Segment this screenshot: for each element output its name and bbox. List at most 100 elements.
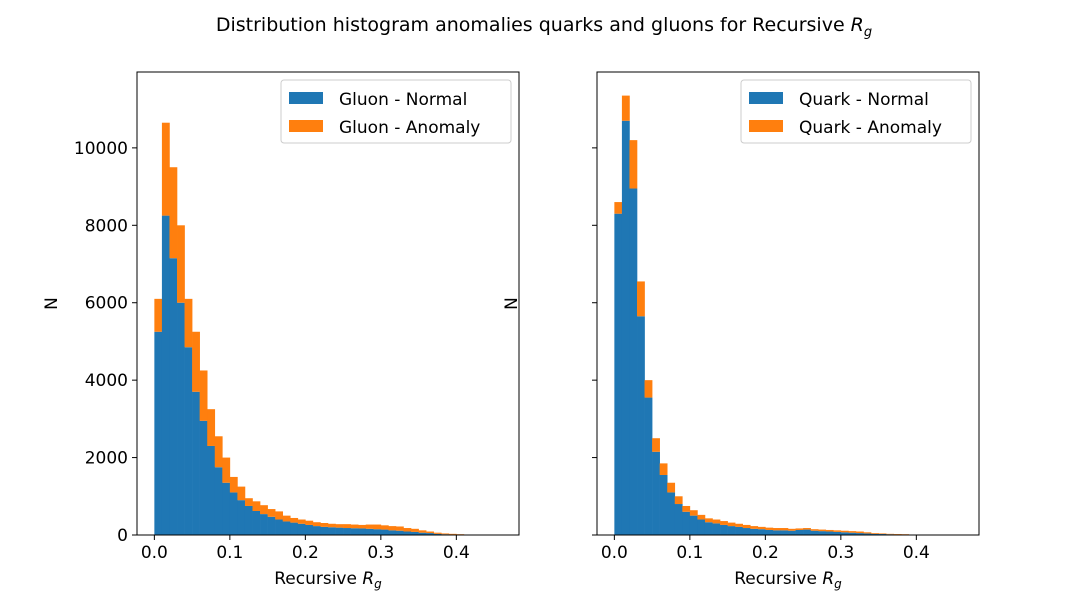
histogram-bar-anomaly <box>697 514 706 520</box>
histogram-bar-anomaly <box>169 167 178 259</box>
x-tick-label: 0.0 <box>601 543 628 563</box>
histogram-bar-normal <box>214 467 223 535</box>
histogram-bar-anomaly <box>629 140 638 189</box>
histogram-bar-normal <box>848 532 857 535</box>
histogram-bar-normal <box>667 492 676 535</box>
legend-label: Gluon - Normal <box>339 90 467 110</box>
histogram-bar-normal <box>222 482 231 535</box>
histogram-bar-anomaly <box>735 523 743 527</box>
histogram-bar-anomaly <box>365 524 374 529</box>
histogram-bar-anomaly <box>757 526 766 530</box>
histogram-bar-anomaly <box>184 298 193 348</box>
x-tick-label: 0.2 <box>292 543 319 563</box>
histogram-bar-normal <box>350 528 359 535</box>
histogram-bar-anomaly <box>855 531 864 534</box>
x-tick-label: 0.3 <box>827 543 854 563</box>
histogram-bar-anomaly <box>350 524 359 529</box>
legend-swatch-anomaly <box>749 120 783 132</box>
histogram-bar-normal <box>871 533 879 535</box>
histogram-bar-anomaly <box>727 522 736 527</box>
histogram-bar-anomaly <box>840 530 849 533</box>
histogram-bar-anomaly <box>871 533 879 534</box>
histogram-bar-normal <box>697 519 706 535</box>
histogram-bar-normal <box>365 528 374 535</box>
histogram-bar-normal <box>772 530 781 535</box>
legend-swatch-normal <box>289 92 323 104</box>
legend-box <box>740 79 972 144</box>
x-tick-label: 0.0 <box>141 543 168 563</box>
y-tick-label: 8000 <box>85 216 128 236</box>
histogram-bar-normal <box>780 530 789 535</box>
histogram-bar-normal <box>742 528 751 535</box>
histogram-bar-anomaly <box>252 501 261 511</box>
histogram-bar-normal <box>199 420 208 535</box>
histogram-bar-anomaly <box>682 505 691 512</box>
histogram-bar-normal <box>689 515 698 535</box>
histogram-bar-normal <box>644 397 653 535</box>
histogram-bar-normal <box>260 514 268 535</box>
y-tick-label: 2000 <box>85 449 128 469</box>
histogram-bar-anomaly <box>788 528 796 531</box>
histogram-bar-normal <box>267 516 276 535</box>
histogram-bar-anomaly <box>222 457 231 483</box>
histogram-bar-anomaly <box>742 524 751 529</box>
histogram-bar-anomaly <box>426 531 434 534</box>
histogram-bar-normal <box>803 529 811 535</box>
histogram-bar-anomaly <box>418 530 427 533</box>
histogram-bar-anomaly <box>433 532 442 534</box>
histogram-bar-anomaly <box>621 95 630 121</box>
histogram-bar-normal <box>237 500 246 535</box>
y-tick-label: 0 <box>117 526 128 546</box>
histogram-bar-anomaly <box>878 533 887 535</box>
histogram-bar-normal <box>833 531 842 535</box>
histogram-bar-normal <box>810 530 819 535</box>
histogram-bar-normal <box>177 302 185 535</box>
histogram-bar-anomaly <box>659 463 668 475</box>
x-tick-label: 0.1 <box>216 543 243 563</box>
histogram-bar-anomaly <box>848 531 857 533</box>
histogram-bar-anomaly <box>244 498 253 506</box>
histogram-bar-normal <box>328 527 336 535</box>
histogram-bar-normal <box>335 527 344 535</box>
legend-label: Gluon - Anomaly <box>339 118 480 138</box>
y-tick-label: 10000 <box>74 139 128 159</box>
histogram-bar-anomaly <box>772 528 781 531</box>
y-axis-label: N <box>42 297 62 310</box>
histogram-bar-anomaly <box>229 476 238 493</box>
histogram-bar-normal <box>750 528 759 535</box>
histogram-bar-anomaly <box>297 519 306 524</box>
x-tick-label: 0.1 <box>676 543 703 563</box>
histogram-bar-normal <box>418 532 427 535</box>
histogram-bar-anomaly <box>380 525 389 530</box>
histogram-bar-anomaly <box>765 527 774 530</box>
histogram-bar-normal <box>682 511 691 535</box>
x-tick-label: 0.4 <box>903 543 930 563</box>
histogram-bar-normal <box>184 347 193 535</box>
histogram-bar-anomaly <box>637 281 645 317</box>
right-histogram-panel: 0.0 0.1 0.2 0.3 0.4 Recursive Rg N Quark - Norm… <box>502 71 980 591</box>
histogram-bar-normal <box>244 505 253 535</box>
legend-box <box>280 79 512 144</box>
x-tick-label: 0.3 <box>367 543 394 563</box>
histogram-bar-normal <box>411 531 419 535</box>
histogram-bar-anomaly <box>282 515 291 522</box>
histogram-bar-anomaly <box>290 517 299 523</box>
histogram-bar-normal <box>252 511 261 535</box>
y-axis-label: N <box>502 297 522 310</box>
histogram-bar-normal <box>388 530 397 535</box>
x-axis-label: Recursive Rg <box>274 569 382 591</box>
axes-frame <box>136 71 520 536</box>
histogram-bar-normal <box>629 188 638 535</box>
histogram-bar-normal <box>320 526 329 535</box>
histogram-bar-anomaly <box>373 524 382 530</box>
histogram-bar-anomaly <box>833 530 842 532</box>
histogram-bar-normal <box>426 533 434 535</box>
histogram-bar-normal <box>373 529 382 535</box>
histogram-bar-normal <box>652 451 660 535</box>
histogram-bar-normal <box>229 492 238 535</box>
histogram-bar-anomaly <box>335 524 344 528</box>
histogram-bar-normal <box>305 524 314 535</box>
histogram-bar-anomaly <box>689 510 698 516</box>
histogram-bar-anomaly <box>803 528 811 530</box>
histogram-bar-anomaly <box>328 523 336 528</box>
